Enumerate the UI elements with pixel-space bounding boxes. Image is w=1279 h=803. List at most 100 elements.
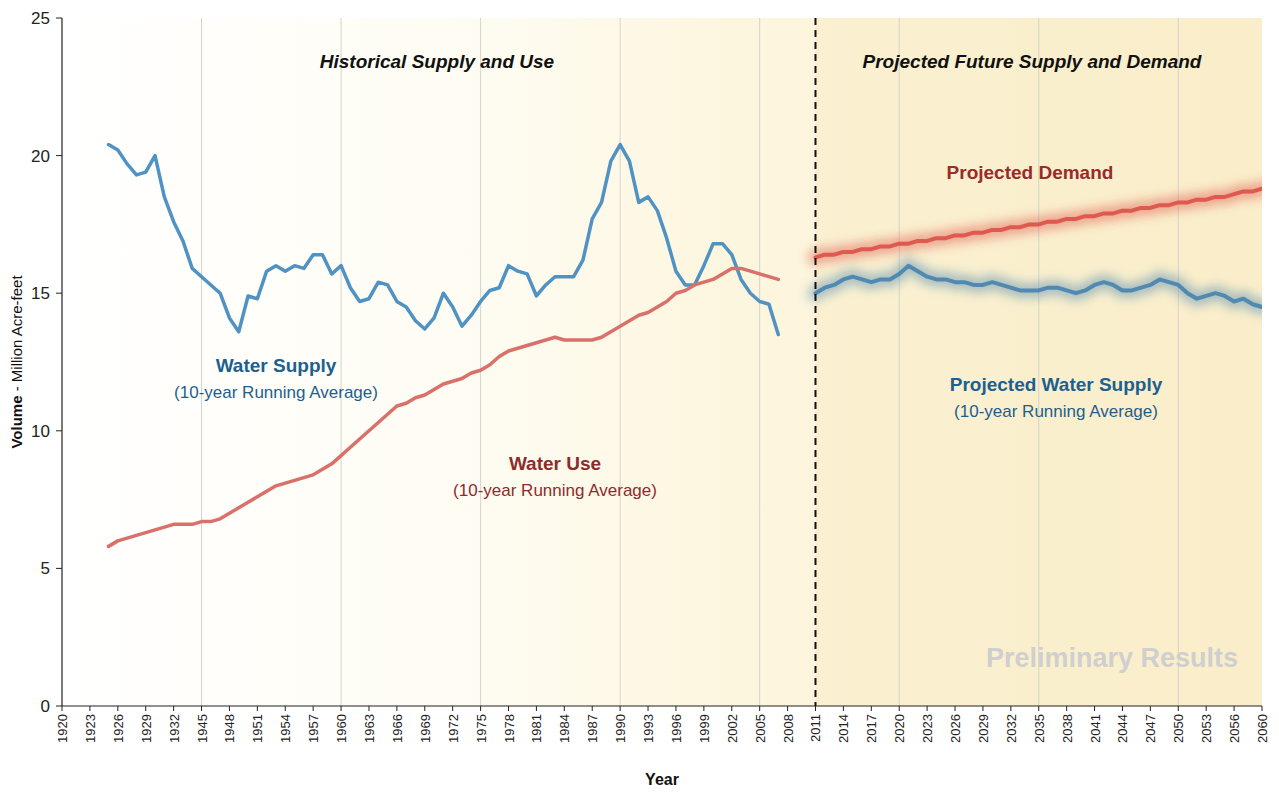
series-line [109,268,779,546]
projection-glow [815,189,1262,258]
grid-line [1038,18,1039,706]
x-tick [536,706,537,711]
x-tick [1038,706,1039,711]
projection-glow [815,266,1262,307]
y-tick [56,293,62,294]
x-tick-label: 2056 [1227,714,1242,743]
x-tick [313,706,314,711]
grid-line [759,18,760,706]
series-sublabel: (10-year Running Average) [174,383,378,402]
chart: Historical Supply and UseProjected Futur… [0,0,1279,803]
y-tick [56,155,62,156]
x-tick-label: 1920 [55,714,70,743]
x-tick [927,706,928,711]
x-tick [341,706,342,711]
grid-line [201,18,202,706]
x-tick [201,706,202,711]
x-tick-label: 2002 [725,714,740,743]
y-tick-label: 10 [31,422,50,441]
x-tick-label: 1932 [167,714,182,743]
x-tick-label: 2011 [808,714,823,742]
x-tick [1066,706,1067,711]
grid-line [899,18,900,706]
y-tick-label: 0 [41,697,50,716]
y-tick [56,18,62,19]
x-tick-label: 1993 [641,714,656,743]
x-tick [1094,706,1095,711]
x-tick-label: 2053 [1199,714,1214,743]
x-tick-label: 1999 [697,714,712,743]
y-axis [61,18,62,706]
projection-background [815,18,1262,706]
series-label: Water Supply [216,355,337,376]
series-line [815,189,1262,258]
annotation: Preliminary Results [986,643,1238,673]
y-tick-label: 20 [31,147,50,166]
x-tick-label: 1966 [390,714,405,743]
x-tick-label: 1929 [139,714,154,743]
projection-glow [815,266,1262,307]
x-tick-label: 1963 [362,714,377,743]
x-tick-label: 1996 [669,714,684,743]
x-tick [871,706,872,711]
y-tick-label: 5 [41,559,50,578]
x-tick [229,706,230,711]
y-axis-title-main: Volume [8,395,25,448]
x-tick [173,706,174,711]
x-tick [89,706,90,711]
x-tick [1262,706,1263,711]
x-tick-label: 1978 [502,714,517,743]
x-tick-label: 1987 [585,714,600,743]
x-tick-label: 2035 [1032,714,1047,743]
x-tick [117,706,118,711]
x-tick-label: 2029 [976,714,991,743]
x-tick [424,706,425,711]
x-tick-label: 2044 [1115,714,1130,743]
x-tick-label: 1951 [250,714,265,743]
x-tick-label: 2032 [1004,714,1019,743]
grid-line [620,18,621,706]
x-tick-label: 1945 [195,714,210,743]
x-tick [1234,706,1235,711]
x-tick-label: 1948 [222,714,237,743]
x-axis-title: Year [645,771,679,788]
x-tick-label: 2017 [864,714,879,743]
x-tick-label: 1957 [306,714,321,743]
y-tick [56,706,62,707]
x-tick-label: 2047 [1143,714,1158,743]
series-line [109,145,779,335]
series-label: Water Use [509,453,601,474]
x-tick [815,706,816,711]
x-tick [787,706,788,711]
x-tick [285,706,286,711]
annotation: Historical Supply and Use [320,51,555,72]
grid-line [341,18,342,706]
x-tick [843,706,844,711]
x-tick-label: 2060 [1255,714,1270,743]
x-tick [675,706,676,711]
x-tick [396,706,397,711]
x-tick-label: 2041 [1088,714,1103,743]
y-tick [56,430,62,431]
y-tick-label: 25 [31,9,50,28]
x-tick [257,706,258,711]
projection-glow [815,189,1262,258]
x-tick-label: 1981 [529,714,544,743]
x-tick-label: 1926 [111,714,126,743]
x-tick [759,706,760,711]
series-label: Projected Demand [947,162,1114,183]
x-tick-label: 1990 [613,714,628,743]
x-tick [452,706,453,711]
x-tick [899,706,900,711]
x-tick-label: 1960 [334,714,349,743]
y-tick-label: 15 [31,284,50,303]
x-tick-label: 2026 [948,714,963,743]
series-sublabel: (10-year Running Average) [954,402,1158,421]
series-sublabel: (10-year Running Average) [453,481,657,500]
x-tick [955,706,956,711]
x-tick [564,706,565,711]
y-axis-title-unit: - Million Acre-feet [8,275,25,396]
x-tick [1122,706,1123,711]
x-tick-label: 2008 [781,714,796,743]
x-tick-label: 2038 [1060,714,1075,743]
